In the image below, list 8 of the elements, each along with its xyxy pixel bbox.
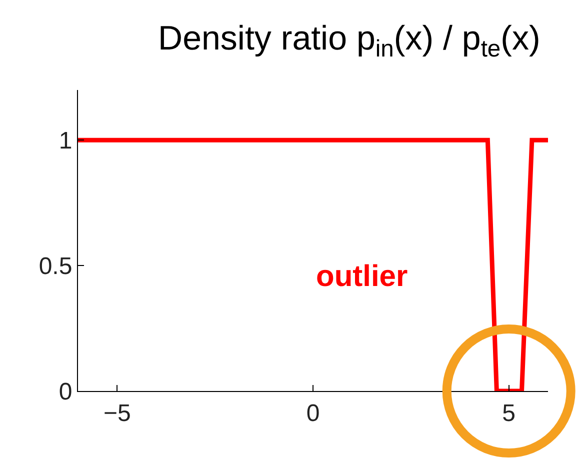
x-tick-label: −5 bbox=[103, 400, 131, 427]
chart-title: Density ratio p$_{in}$(x) / p$_{te}$(x) bbox=[158, 19, 540, 62]
x-tick-label: 0 bbox=[306, 400, 320, 427]
y-tick-label: 0 bbox=[58, 378, 72, 406]
x-tick-label: 5 bbox=[502, 400, 516, 427]
y-tick-label: 1 bbox=[58, 128, 72, 155]
annotation: outlier bbox=[316, 260, 408, 293]
y-tick-label: 0.5 bbox=[38, 252, 72, 280]
